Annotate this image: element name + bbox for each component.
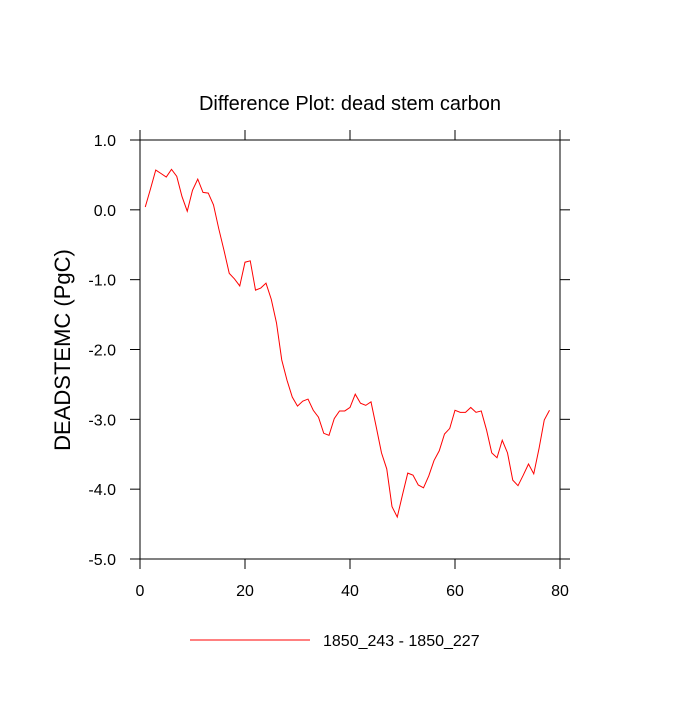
x-tick-label: 20 (236, 583, 254, 600)
y-axis-label: DEADSTEMC (PgC) (50, 249, 75, 451)
y-tick-label: -4.0 (88, 482, 116, 499)
x-tick-label: 80 (551, 583, 569, 600)
y-tick-label: -3.0 (88, 412, 116, 429)
y-tick-label: -5.0 (88, 552, 116, 569)
y-tick-label: 1.0 (94, 133, 116, 150)
x-tick-label: 40 (341, 583, 359, 600)
y-tick-label: -1.0 (88, 273, 116, 290)
data-line (144, 168, 550, 519)
plot-frame (139, 139, 561, 560)
y-tick-label: -2.0 (88, 343, 116, 360)
y-tick-label: 0.0 (94, 203, 116, 220)
x-tick-label: 60 (446, 583, 464, 600)
x-tick-label: 0 (136, 583, 145, 600)
legend-label: 1850_243 - 1850_227 (323, 633, 480, 650)
chart-title: Difference Plot: dead stem carbon (199, 93, 501, 115)
